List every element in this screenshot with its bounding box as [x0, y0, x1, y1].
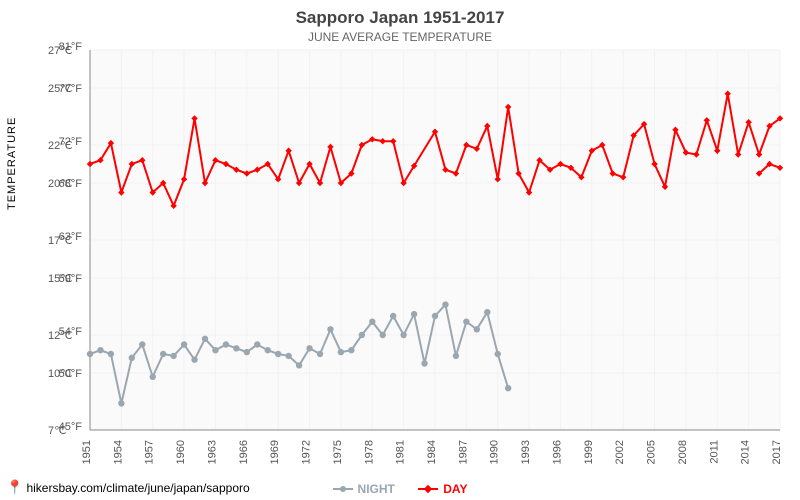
svg-text:81°F: 81°F [59, 41, 83, 53]
svg-text:1996: 1996 [551, 440, 563, 464]
svg-text:1963: 1963 [206, 440, 218, 464]
svg-text:1990: 1990 [489, 440, 501, 464]
svg-text:1972: 1972 [301, 440, 313, 464]
legend-day-swatch [418, 488, 438, 490]
svg-text:1960: 1960 [175, 440, 187, 464]
svg-text:59°F: 59°F [59, 273, 83, 285]
svg-text:68°F: 68°F [59, 178, 83, 190]
svg-text:1978: 1978 [363, 440, 375, 464]
svg-text:2017: 2017 [771, 440, 783, 464]
attribution-text: hikersbay.com/climate/june/japan/sapporo [26, 481, 249, 495]
legend-night-label: NIGHT [358, 482, 395, 496]
svg-text:2011: 2011 [708, 440, 720, 464]
svg-text:77°F: 77°F [59, 83, 83, 95]
svg-text:1999: 1999 [583, 440, 595, 464]
legend-night-swatch [333, 488, 353, 490]
svg-text:1966: 1966 [238, 440, 250, 464]
svg-text:72°F: 72°F [59, 136, 83, 148]
pin-icon: 📍 [6, 479, 23, 496]
chart-svg: 7℃10℃12℃15℃17℃20℃22℃25℃27℃45°F50°F54°F59… [0, 0, 800, 500]
svg-text:2005: 2005 [646, 440, 658, 464]
svg-text:63°F: 63°F [59, 231, 83, 243]
svg-text:1987: 1987 [457, 440, 469, 464]
svg-text:54°F: 54°F [59, 326, 83, 338]
svg-text:1951: 1951 [81, 440, 93, 464]
svg-text:1969: 1969 [269, 440, 281, 464]
svg-text:50°F: 50°F [59, 368, 83, 380]
svg-text:1954: 1954 [112, 440, 124, 464]
svg-text:2014: 2014 [740, 440, 752, 464]
svg-text:1984: 1984 [426, 440, 438, 464]
svg-text:1957: 1957 [144, 440, 156, 464]
legend-night: NIGHT [333, 482, 395, 496]
attribution: 📍 hikersbay.com/climate/june/japan/sappo… [6, 479, 250, 496]
svg-text:2008: 2008 [677, 440, 689, 464]
svg-text:45°F: 45°F [59, 421, 83, 433]
svg-text:1975: 1975 [332, 440, 344, 464]
svg-text:2002: 2002 [614, 440, 626, 464]
legend-day-label: DAY [443, 482, 467, 496]
legend-day: DAY [418, 482, 467, 496]
svg-text:1993: 1993 [520, 440, 532, 464]
svg-text:1981: 1981 [395, 440, 407, 464]
chart-container: Sapporo Japan 1951-2017 JUNE AVERAGE TEM… [0, 0, 800, 500]
